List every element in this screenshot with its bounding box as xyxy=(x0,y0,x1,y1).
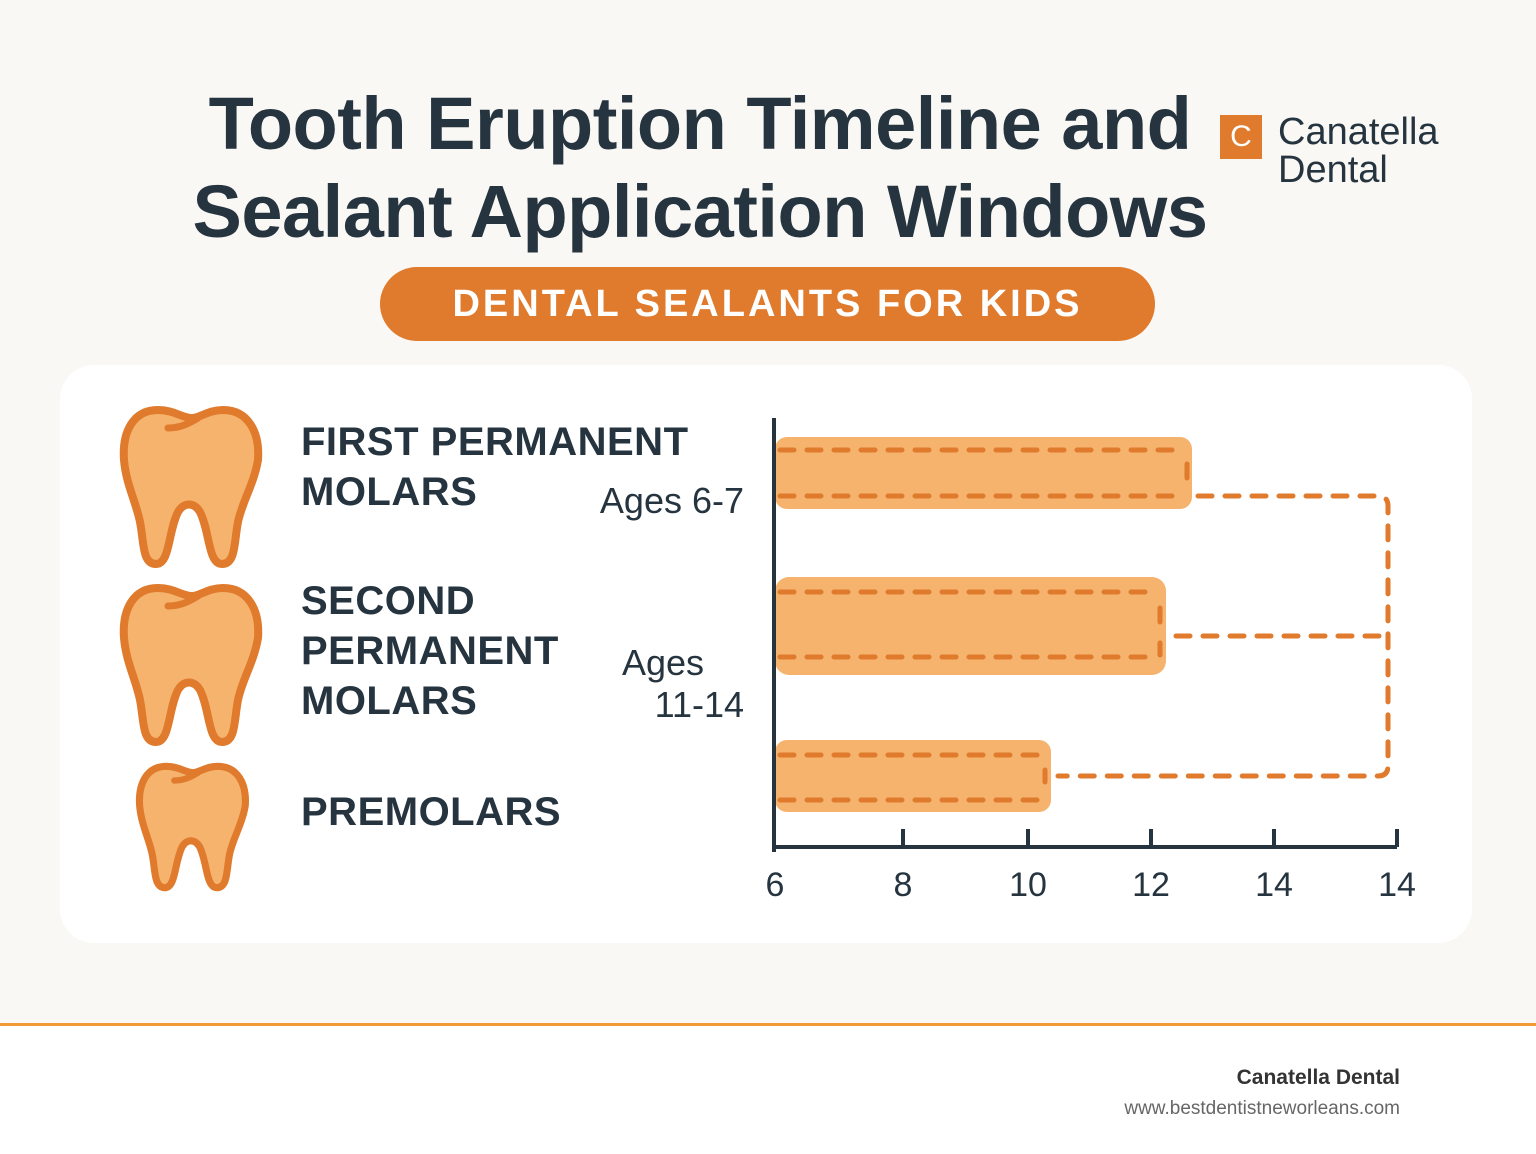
category-label-line: SECOND xyxy=(301,579,476,623)
logo-line-2: Dental xyxy=(1278,149,1388,191)
category-label-line: FIRST PERMANENT xyxy=(301,420,689,464)
bar-first-molars xyxy=(775,437,1192,509)
category-label-first-molars: FIRST PERMANENT MOLARS xyxy=(301,417,689,517)
footer-brand-name: Canatella Dental xyxy=(1236,1066,1400,1089)
category-label-line: PREMOLARS xyxy=(301,790,562,834)
title-line-2: Sealant Application Windows xyxy=(192,170,1208,253)
page-title: Tooth Eruption Timeline and Sealant Appl… xyxy=(150,80,1250,256)
molar-tooth-icon xyxy=(119,584,263,746)
x-axis-ticks xyxy=(901,829,1399,847)
bar-premolars xyxy=(775,740,1051,812)
age-label-second-molars: Ages 11-14 xyxy=(622,642,744,726)
x-tick-label: 12 xyxy=(1132,866,1170,904)
age-label-line: Ages xyxy=(621,642,704,683)
age-label-line: 11-14 xyxy=(654,684,744,725)
premolar-tooth-icon xyxy=(135,762,249,892)
category-label-line: MOLARS xyxy=(301,679,478,723)
footer xyxy=(0,1026,1536,1154)
molar-tooth-icon xyxy=(119,406,263,568)
category-label-second-molars: SECOND PERMANENT MOLARS xyxy=(301,576,559,726)
age-label-line: Ages 6-7 xyxy=(599,480,744,521)
brand-logo: C Canatella Dental xyxy=(1220,113,1439,189)
x-tick-label: 6 xyxy=(765,866,785,904)
logo-mark-icon: C xyxy=(1220,115,1262,159)
category-label-line: MOLARS xyxy=(301,470,478,514)
title-line-1: Tooth Eruption Timeline and xyxy=(208,82,1192,165)
footer-divider xyxy=(0,1023,1536,1026)
logo-line-1: Canatella xyxy=(1278,111,1439,153)
bar-second-molars xyxy=(775,577,1166,675)
dashed-bracket xyxy=(1055,493,1391,779)
subtitle-banner: DENTAL SEALANTS FOR KIDS xyxy=(380,267,1155,341)
x-tick-label: 8 xyxy=(893,866,913,904)
x-tick-label: 14 xyxy=(1378,866,1416,904)
footer-website-link[interactable]: www.bestdentistneworleans.com xyxy=(1124,1098,1400,1119)
logo-wordmark: Canatella Dental xyxy=(1278,113,1439,189)
x-tick-label: 10 xyxy=(1009,866,1047,904)
age-label-first-molars: Ages 6-7 xyxy=(600,480,744,522)
category-label-premolars: PREMOLARS xyxy=(301,787,561,837)
category-label-line: PERMANENT xyxy=(301,629,559,673)
x-tick-label: 14 xyxy=(1255,866,1293,904)
